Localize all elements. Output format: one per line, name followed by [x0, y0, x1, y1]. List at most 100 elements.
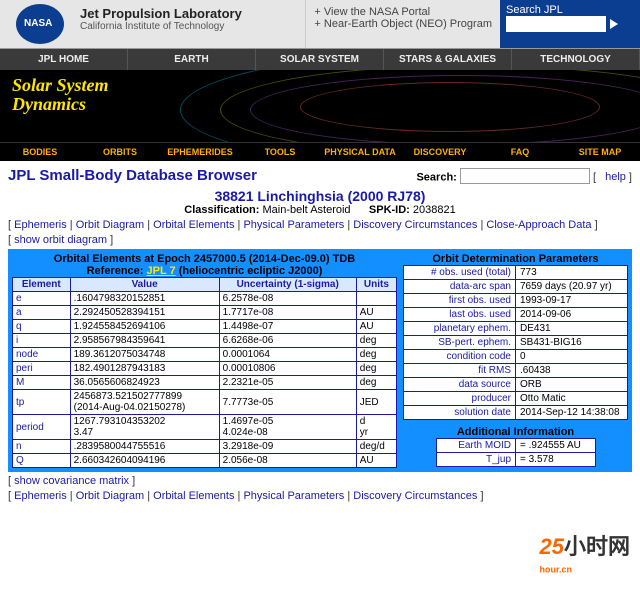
- table-cell: 7.7773e-05: [219, 390, 356, 415]
- param-value: 773: [516, 266, 628, 280]
- banner-title-2: Dynamics: [12, 94, 86, 114]
- param-key: # obs. used (total): [404, 266, 516, 280]
- sub-nav-item[interactable]: BODIES: [0, 143, 80, 161]
- main-nav-item[interactable]: STARS & GALAXIES: [384, 49, 512, 70]
- table-cell: a: [13, 306, 71, 320]
- sub-nav-item[interactable]: TOOLS: [240, 143, 320, 161]
- param-key: data-arc span: [404, 280, 516, 294]
- table-cell: period: [13, 415, 71, 440]
- table-cell: 189.3612075034748: [70, 348, 219, 362]
- table-row: condition code0: [404, 350, 628, 364]
- param-value: 2014-Sep-12 14:38:08: [516, 406, 628, 420]
- table-cell: AU: [356, 306, 396, 320]
- help-link[interactable]: help: [605, 171, 626, 183]
- jpl-search-input[interactable]: [506, 16, 606, 32]
- db-search-input[interactable]: [460, 168, 590, 184]
- table-row: SB-pert. ephem.SB431-BIG16: [404, 336, 628, 350]
- param-key: SB-pert. ephem.: [404, 336, 516, 350]
- table-cell: .1604798320152851: [70, 292, 219, 306]
- show-covariance-link[interactable]: show covariance matrix: [14, 475, 129, 487]
- jpl-search-go-icon[interactable]: [610, 19, 618, 29]
- sub-nav-item[interactable]: EPHEMERIDES: [160, 143, 240, 161]
- table-row: last obs. used2014-09-06: [404, 308, 628, 322]
- table-row: Q2.6603426040941962.056e-08AU: [13, 454, 397, 468]
- section-links-bottom: [ Ephemeris | Orbit Diagram | Orbital El…: [8, 490, 632, 502]
- table-cell: .2839580044755516: [70, 440, 219, 454]
- section-link[interactable]: Discovery Circumstances: [353, 219, 477, 231]
- table-row: q1.9245584526941061.4498e-07AU: [13, 320, 397, 334]
- main-nav-item[interactable]: TECHNOLOGY: [512, 49, 640, 70]
- main-nav-item[interactable]: JPL HOME: [0, 49, 128, 70]
- table-cell: JED: [356, 390, 396, 415]
- orbital-elements-block: Orbital Elements at Epoch 2457000.5 (201…: [12, 253, 397, 468]
- main-nav-item[interactable]: SOLAR SYSTEM: [256, 49, 384, 70]
- table-cell: 2.292450528394151: [70, 306, 219, 320]
- table-cell: deg/d: [356, 440, 396, 454]
- sub-nav-item[interactable]: FAQ: [480, 143, 560, 161]
- table-cell: 1.7717e-08: [219, 306, 356, 320]
- sub-nav: BODIESORBITSEPHEMERIDESTOOLSPHYSICAL DAT…: [0, 142, 640, 161]
- param-value: 7659 days (20.97 yr): [516, 280, 628, 294]
- section-link[interactable]: Orbital Elements: [153, 490, 234, 502]
- main-nav-item[interactable]: EARTH: [128, 49, 256, 70]
- table-row: planetary ephem.DE431: [404, 322, 628, 336]
- param-value: 1993-09-17: [516, 294, 628, 308]
- table-cell: deg: [356, 376, 396, 390]
- oe-ref-link[interactable]: JPL 7: [147, 265, 176, 277]
- table-cell: AU: [356, 320, 396, 334]
- orbits-art: [220, 70, 640, 142]
- table-cell: [356, 292, 396, 306]
- lab-sub: California Institute of Technology: [80, 21, 305, 32]
- classification-value: Main-belt Asteroid: [263, 204, 351, 216]
- param-value: DE431: [516, 322, 628, 336]
- table-cell: 36.0565606824923: [70, 376, 219, 390]
- show-orbit-link[interactable]: show orbit diagram: [14, 234, 107, 246]
- top-header: Jet Propulsion Laboratory California Ins…: [0, 0, 640, 49]
- oe-heading-text: Orbital Elements at Epoch 2457000.5 (201…: [54, 253, 355, 265]
- oe-ref-tail: (heliocentric ecliptic J2000): [179, 265, 323, 277]
- table-cell: 2.056e-08: [219, 454, 356, 468]
- sub-nav-item[interactable]: SITE MAP: [560, 143, 640, 161]
- section-link[interactable]: Discovery Circumstances: [353, 490, 477, 502]
- section-link[interactable]: Physical Parameters: [243, 490, 344, 502]
- table-header: Units: [356, 278, 396, 292]
- section-links-top: [ Ephemeris | Orbit Diagram | Orbital El…: [8, 219, 632, 231]
- neo-program-link[interactable]: Near-Earth Object (NEO) Program: [324, 18, 492, 30]
- addl-table: Earth MOID= .924555 AUT_jup= 3.578: [436, 438, 596, 467]
- table-cell: 1267.7931043532023.47: [70, 415, 219, 440]
- section-link[interactable]: Orbit Diagram: [76, 490, 144, 502]
- sub-nav-item[interactable]: ORBITS: [80, 143, 160, 161]
- nasa-portal-link[interactable]: View the NASA Portal: [324, 6, 430, 18]
- section-link[interactable]: Orbital Elements: [153, 219, 234, 231]
- section-link[interactable]: Orbit Diagram: [76, 219, 144, 231]
- section-link[interactable]: Ephemeris: [14, 490, 67, 502]
- param-key: Earth MOID: [436, 439, 516, 453]
- sub-nav-item[interactable]: PHYSICAL DATA: [320, 143, 400, 161]
- table-row: first obs. used1993-09-17: [404, 294, 628, 308]
- table-row: data sourceORB: [404, 378, 628, 392]
- table-row: data-arc span7659 days (20.97 yr): [404, 280, 628, 294]
- param-key: data source: [404, 378, 516, 392]
- table-cell: e: [13, 292, 71, 306]
- section-link[interactable]: Physical Parameters: [243, 219, 344, 231]
- content-area: JPL Small-Body Database Browser Search: …: [0, 161, 640, 509]
- table-row: e.16047983201528516.2578e-08: [13, 292, 397, 306]
- table-row: period1267.7931043532023.471.4697e-054.0…: [13, 415, 397, 440]
- table-cell: dyr: [356, 415, 396, 440]
- sub-nav-item[interactable]: DISCOVERY: [400, 143, 480, 161]
- table-cell: deg: [356, 362, 396, 376]
- table-row: T_jup= 3.578: [436, 453, 595, 467]
- param-key: fit RMS: [404, 364, 516, 378]
- table-cell: 3.2918e-09: [219, 440, 356, 454]
- section-link[interactable]: Ephemeris: [14, 219, 67, 231]
- section-link[interactable]: Close-Approach Data: [486, 219, 591, 231]
- right-col: Orbit Determination Parameters # obs. us…: [403, 253, 628, 468]
- table-cell: AU: [356, 454, 396, 468]
- oe-heading: Orbital Elements at Epoch 2457000.5 (201…: [12, 253, 397, 277]
- wm-host: hour.cn: [540, 565, 573, 575]
- table-cell: node: [13, 348, 71, 362]
- table-cell: Q: [13, 454, 71, 468]
- param-value: ORB: [516, 378, 628, 392]
- param-key: planetary ephem.: [404, 322, 516, 336]
- nasa-logo-icon[interactable]: [16, 4, 64, 44]
